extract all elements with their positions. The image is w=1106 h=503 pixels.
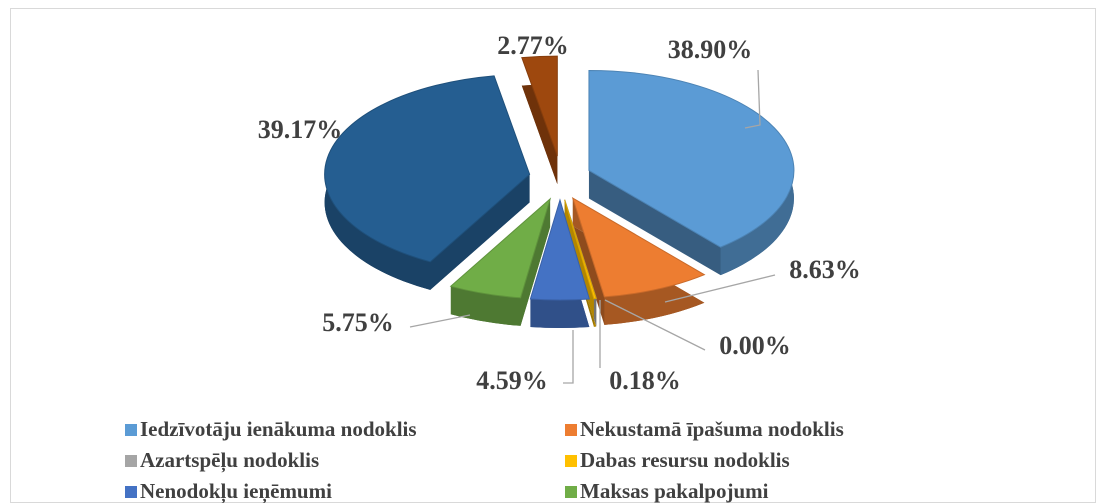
legend-label: Nekustamā īpašuma nodoklis: [580, 417, 844, 441]
data-label: 2.77%: [497, 31, 569, 60]
slice: [449, 197, 552, 299]
legend-label: Maksas pakalpojumi: [580, 479, 769, 503]
legend-swatch: [565, 486, 577, 498]
data-label: 5.75%: [322, 308, 394, 337]
leader-line: [744, 69, 761, 129]
slice: [529, 198, 590, 301]
legend-label: Azartspēļu nodoklis: [140, 448, 319, 473]
slice: [324, 75, 531, 263]
legend-swatch: [565, 424, 577, 436]
data-label: 4.59%: [476, 366, 548, 395]
legend-label: Nenodokļu ieņēmumi: [140, 479, 332, 503]
data-label: 0.00%: [719, 331, 791, 360]
data-label: 0.18%: [609, 366, 681, 395]
leader-line: [604, 299, 706, 351]
slice: [564, 199, 597, 300]
data-label: 8.63%: [789, 255, 861, 284]
data-label: 39.17%: [258, 115, 343, 144]
legend-swatch: [125, 424, 137, 436]
legend-swatch: [565, 455, 577, 467]
slice-side: [450, 198, 551, 326]
legend-swatch: [125, 486, 137, 498]
legend-swatch: [125, 455, 137, 467]
leader-line: [409, 314, 471, 328]
legend-label: Iedzīvotāju ienākuma nodoklis: [140, 417, 417, 441]
legend-label: Dabas resursu nodoklis: [580, 448, 790, 472]
slice: [588, 69, 795, 248]
data-label: 38.90%: [668, 35, 753, 64]
leader-line: [563, 330, 574, 384]
leader-line: [664, 274, 776, 303]
slice-side: [521, 56, 558, 185]
slice: [571, 196, 706, 298]
slice: [521, 55, 558, 157]
